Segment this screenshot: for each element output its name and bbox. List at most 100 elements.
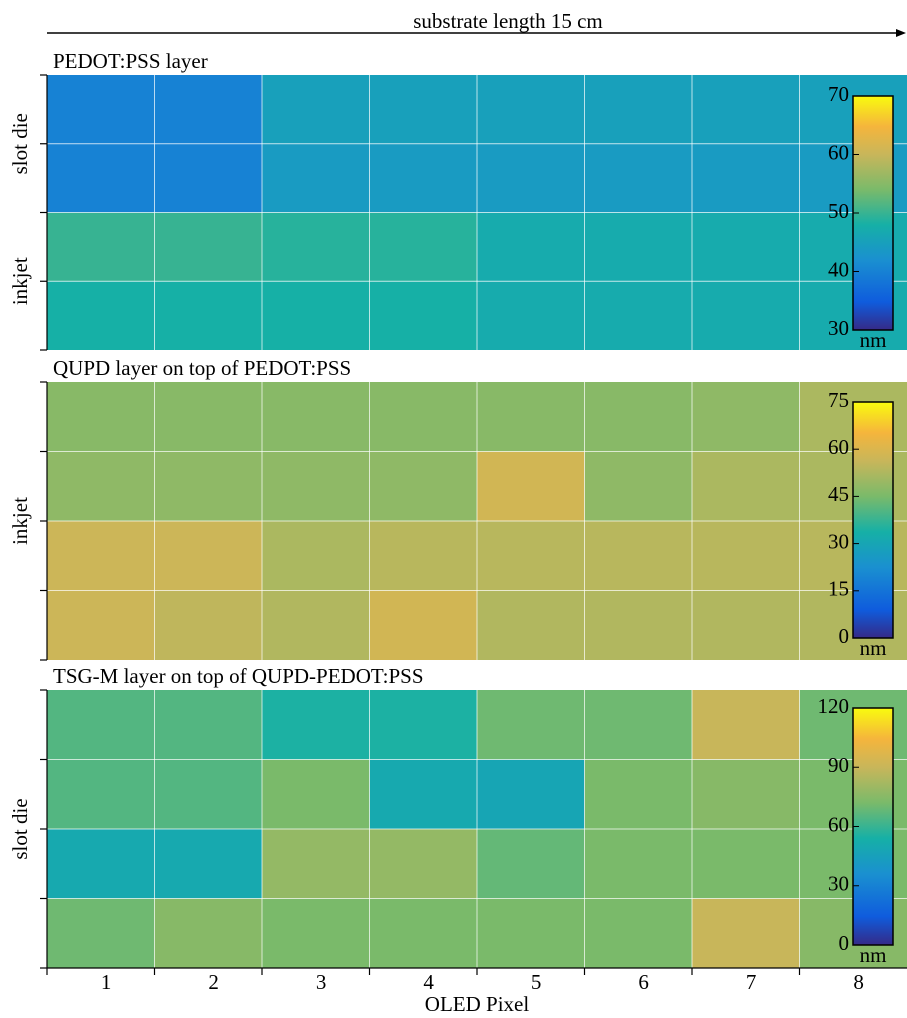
colorbar-tick-label: 0 xyxy=(839,624,850,648)
heatmap-cell xyxy=(47,898,155,968)
x-tick-label: 7 xyxy=(746,970,757,994)
heatmap-cell xyxy=(47,382,155,452)
heatmap-cell xyxy=(584,143,692,213)
colorbar-unit: nm xyxy=(860,328,887,352)
colorbar xyxy=(852,95,894,331)
heatmap-cell xyxy=(47,143,155,213)
panel-title: QUPD layer on top of PEDOT:PSS xyxy=(53,356,351,380)
colorbar-tick-label: 15 xyxy=(828,577,849,601)
heatmap-cell xyxy=(584,759,692,829)
heatmap-cell xyxy=(154,212,262,282)
heatmap-cell xyxy=(47,690,155,760)
colorbar-unit: nm xyxy=(860,636,887,660)
heatmap-cell xyxy=(692,829,800,899)
heatmap-cell xyxy=(477,143,585,213)
heatmap-cell xyxy=(154,759,262,829)
heatmap-cell xyxy=(477,75,585,144)
colorbar-tick-label: 60 xyxy=(828,140,849,164)
heatmap-cell xyxy=(584,690,692,760)
heatmap-cell xyxy=(477,521,585,591)
heatmap-cell xyxy=(154,382,262,452)
heatmap-cell xyxy=(369,382,477,452)
colorbar-tick-label: 70 xyxy=(828,82,849,106)
heatmap-cell xyxy=(369,212,477,282)
heatmap-cell xyxy=(154,590,262,660)
heatmap-cell xyxy=(477,690,585,760)
heatmap-cell xyxy=(369,759,477,829)
header: substrate length 15 cm xyxy=(413,9,603,33)
heatmap-cell xyxy=(477,281,585,350)
heatmap-cell xyxy=(154,143,262,213)
heatmap-cell xyxy=(369,521,477,591)
heatmap-cell xyxy=(369,75,477,144)
heatmap-cell xyxy=(692,759,800,829)
heatmap-cell xyxy=(369,590,477,660)
heatmap-cell xyxy=(477,590,585,660)
x-tick-label: 6 xyxy=(638,970,649,994)
heatmap-cell xyxy=(154,898,262,968)
heatmap-cell xyxy=(477,451,585,521)
y-group-label: inkjet xyxy=(8,257,32,305)
heatmap-cell xyxy=(584,75,692,144)
heatmap-cell xyxy=(584,829,692,899)
heatmap-cell xyxy=(692,521,800,591)
colorbar-tick-label: 90 xyxy=(828,753,849,777)
heatmap-cell xyxy=(477,829,585,899)
panel-title: TSG-M layer on top of QUPD-PEDOT:PSS xyxy=(53,664,424,688)
heatmap-cell xyxy=(154,521,262,591)
heatmap-cell xyxy=(154,690,262,760)
y-group-label: slot die xyxy=(8,798,32,859)
heatmap-cell xyxy=(154,75,262,144)
heatmap-cell xyxy=(262,281,370,350)
heatmap-cell xyxy=(47,75,155,144)
heatmap-cell xyxy=(369,281,477,350)
heatmap-cell xyxy=(692,382,800,452)
heatmap-cell xyxy=(584,382,692,452)
heatmap-cell xyxy=(584,281,692,350)
heatmap-cell xyxy=(692,590,800,660)
heatmap-cell xyxy=(47,281,155,350)
heatmap-cell xyxy=(47,451,155,521)
heatmap-cell xyxy=(692,143,800,213)
heatmap-cell xyxy=(262,451,370,521)
heatmap-cell xyxy=(262,759,370,829)
heatmap-cell xyxy=(47,521,155,591)
colorbar-tick-label: 40 xyxy=(828,257,849,281)
heatmap-cell xyxy=(262,898,370,968)
colorbar-unit: nm xyxy=(860,943,887,967)
heatmap-cell xyxy=(154,451,262,521)
x-tick-label: 8 xyxy=(853,970,864,994)
arrow-head xyxy=(896,29,906,37)
colorbar-tick-label: 45 xyxy=(828,482,849,506)
heatmap-cell xyxy=(692,281,800,350)
colorbar xyxy=(852,401,894,639)
heatmap-cell xyxy=(369,451,477,521)
heatmap-cell xyxy=(154,281,262,350)
heatmap-cell xyxy=(47,829,155,899)
panel-title: PEDOT:PSS layer xyxy=(53,49,208,73)
heatmap-cell xyxy=(692,451,800,521)
heatmap-cell xyxy=(584,590,692,660)
heatmap-cell xyxy=(262,590,370,660)
colorbar xyxy=(852,707,894,946)
heatmap-cell xyxy=(262,212,370,282)
colorbar-tick-label: 75 xyxy=(828,388,849,412)
heatmap-cell xyxy=(369,690,477,760)
heatmap-cell xyxy=(47,590,155,660)
heatmap-cell xyxy=(692,690,800,760)
heatmap-cell xyxy=(584,521,692,591)
heatmap-cell xyxy=(477,898,585,968)
heatmap-cell xyxy=(692,75,800,144)
colorbar-tick-label: 60 xyxy=(828,812,849,836)
x-axis-label: OLED Pixel xyxy=(425,992,530,1016)
colorbar-tick-label: 120 xyxy=(818,694,850,718)
x-tick-label: 1 xyxy=(101,970,112,994)
heatmap-cell xyxy=(584,212,692,282)
heatmap-cell xyxy=(154,829,262,899)
colorbar-tick-label: 30 xyxy=(828,316,849,340)
heatmap-cell xyxy=(47,759,155,829)
colorbar-tick-label: 60 xyxy=(828,435,849,459)
colorbar-tick-label: 0 xyxy=(839,931,850,955)
x-tick-label: 2 xyxy=(208,970,219,994)
